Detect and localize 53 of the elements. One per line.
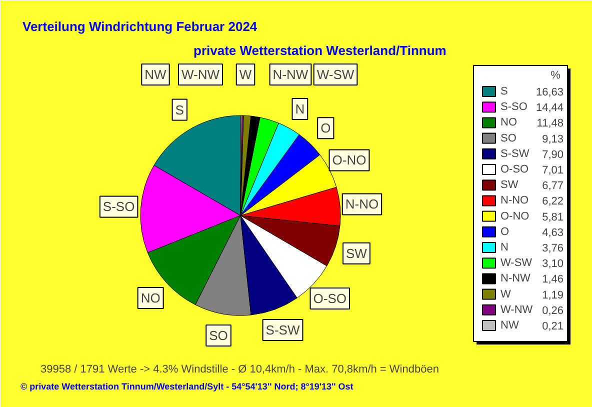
- data-label: 11,48: [536, 118, 564, 130]
- data-label: 7,90: [542, 148, 564, 161]
- slice-label: N-NO: [345, 196, 379, 212]
- slice-label: O-SO: [313, 291, 346, 306]
- slice-label: NO: [140, 290, 160, 306]
- legend-title: %: [550, 70, 561, 82]
- slice-label: N-NW: [272, 67, 309, 82]
- slice-label: SW: [346, 246, 368, 261]
- data-label: 3,76: [542, 242, 564, 254]
- chart-title: Verteilung Windrichtung Februar 2024: [22, 19, 258, 34]
- slice-label: SO: [209, 328, 228, 343]
- text: 39958 / 1791 Werte -> 4.3% Windstille - Ø 10,4km/h - Max. 70,8km/h = Windböen: [40, 364, 439, 376]
- legend-label: S-SW: [500, 148, 530, 160]
- legend-label: W-SW: [500, 257, 533, 270]
- legend-label: O-SO: [500, 164, 530, 176]
- legend-label: N-NO: [500, 194, 530, 207]
- slice-label: S: [175, 102, 184, 118]
- legend-label: N: [500, 242, 508, 254]
- data-label: 5,81: [542, 211, 564, 224]
- data-label: 3,10: [542, 258, 564, 270]
- data-label: 9,13: [542, 133, 564, 146]
- slice-label: S-SW: [266, 322, 300, 338]
- slice-label: O-NO: [332, 152, 366, 168]
- data-label: 1,46: [542, 274, 564, 286]
- slice-label: S-SO: [102, 199, 135, 214]
- data-label: 6,77: [542, 180, 564, 192]
- slice-label: W: [239, 67, 252, 82]
- category-label: W-SW: [316, 67, 354, 82]
- data-label: 0,21: [542, 320, 564, 332]
- legend-label: O-NO: [500, 210, 530, 222]
- chart-subtitle: private Wetterstation Westerland/Tinnum: [194, 43, 446, 58]
- legend-label: W-NW: [500, 304, 534, 316]
- legend-label: O: [500, 226, 510, 238]
- data-label: 6,22: [542, 196, 564, 208]
- data-label: 7,01: [542, 164, 564, 176]
- legend-label: N-NW: [500, 272, 532, 285]
- text: © private Wetterstation Tinnum/Westerland/Sylt - 54°54'13'' Nord; 8°19'13'' Ost: [20, 382, 354, 392]
- legend-label: NO: [500, 116, 518, 129]
- data-label: 1,19: [542, 289, 564, 302]
- legend-label: NW: [500, 320, 520, 332]
- legend-label: S: [500, 86, 508, 98]
- slice-label: O: [320, 120, 331, 136]
- slice-label: N: [295, 101, 305, 116]
- legend-label: W: [500, 288, 512, 300]
- legend-label: SO: [500, 132, 517, 144]
- category-label: W-NW: [181, 67, 220, 82]
- category-label: NW: [144, 67, 166, 82]
- data-label: 16,63: [536, 86, 564, 98]
- legend-label: SW: [500, 179, 519, 192]
- data-label: 0,26: [542, 304, 564, 317]
- legend-label: S-SO: [500, 101, 528, 114]
- data-label: 14,44: [536, 102, 564, 114]
- data-label: 4,63: [542, 226, 564, 239]
